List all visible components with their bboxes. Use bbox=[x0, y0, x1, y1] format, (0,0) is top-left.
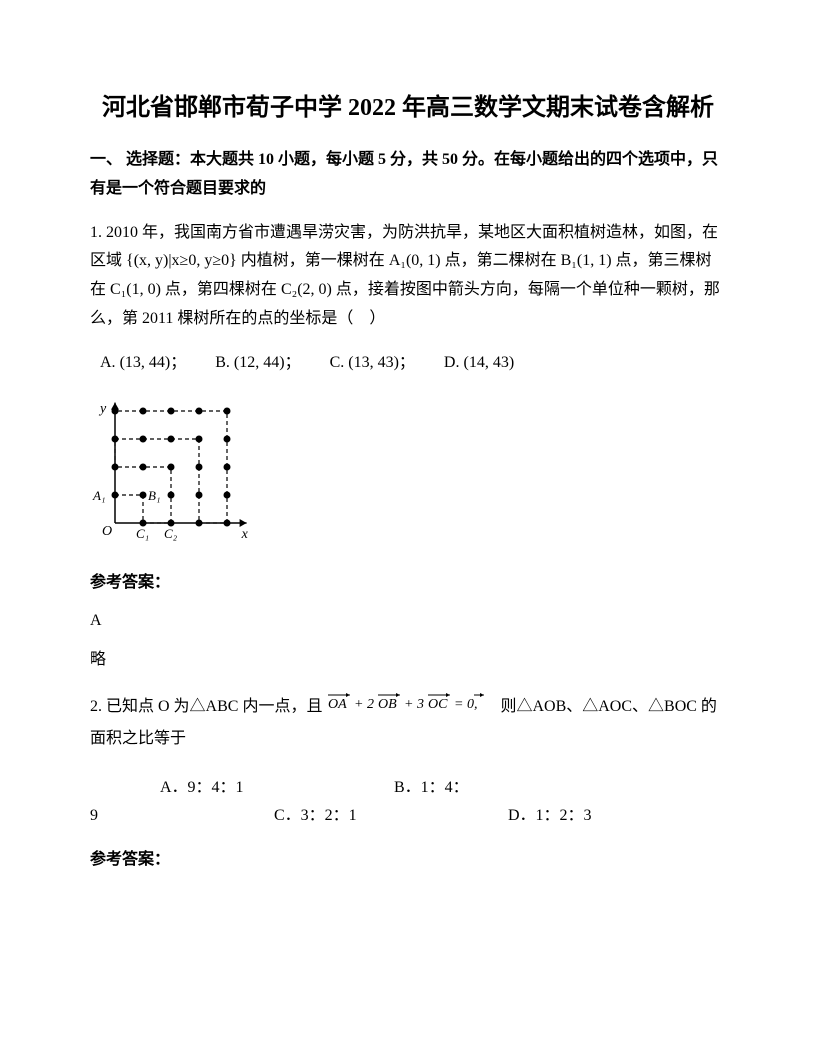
q2-formula: OA + 2 OB + 3 OC = 0, bbox=[326, 690, 496, 725]
q1-coordinate-graph: Ox y A₁ B₁ C₁ C₂ bbox=[90, 393, 726, 554]
exam-title: 河北省邯郸市荀子中学 2022 年高三数学文期末试卷含解析 bbox=[90, 90, 726, 126]
q1-options: A. (13, 44)； B. (12, 44)； C. (13, 43)； D… bbox=[90, 349, 726, 378]
q1-text-3: 点，第二棵树在 bbox=[445, 252, 561, 269]
svg-text:= 0,: = 0, bbox=[454, 697, 477, 712]
q1-opt-a-val: (13, 44) bbox=[120, 349, 171, 378]
q1-answer-label: 参考答案： bbox=[90, 569, 726, 598]
q2-answer-label: 参考答案： bbox=[90, 846, 726, 875]
q1-point-c1: C₁(1, 0) bbox=[110, 276, 161, 305]
svg-text:+ 2: + 2 bbox=[354, 697, 374, 712]
q1-region: {(x, y)|x≥0, y≥0} bbox=[126, 247, 237, 276]
q1-text-5: 点，第四棵树在 bbox=[165, 281, 281, 298]
svg-text:x: x bbox=[241, 527, 249, 542]
q2-options: A．9：4：1 B．1：4： 9 C．3：2：1 D．1：2：3 bbox=[90, 774, 726, 832]
svg-text:y: y bbox=[98, 401, 107, 416]
q2-option-c: C．3：2：1 bbox=[274, 802, 504, 831]
question-1: 1. 2010 年，我国南方省市遭遇旱涝灾害，为防洪抗旱，某地区大面积植树造林，… bbox=[90, 219, 726, 334]
q1-point-a1: A₁(0, 1) bbox=[389, 247, 441, 276]
q1-opt-c-val: (13, 43) bbox=[348, 349, 399, 378]
svg-text:O: O bbox=[102, 524, 112, 539]
q1-option-d: D. (14, 43) bbox=[444, 349, 514, 378]
q1-explain: 略 bbox=[90, 646, 726, 675]
q1-opt-b-val: (12, 44) bbox=[234, 349, 285, 378]
q1-option-c: C. (13, 43)； bbox=[330, 349, 415, 378]
q1-option-b: B. (12, 44)； bbox=[215, 349, 300, 378]
q2-option-b: B．1：4： bbox=[394, 774, 469, 803]
section-1-header: 一、 选择题：本大题共 10 小题，每小题 5 分，共 50 分。在每小题给出的… bbox=[90, 146, 726, 204]
q1-opt-d-val: (14, 43) bbox=[463, 349, 514, 378]
graph-svg: Ox y A₁ B₁ C₁ C₂ bbox=[90, 393, 270, 543]
q2-text-1: 2. 已知点 O 为△ABC 内一点，且 bbox=[90, 698, 326, 715]
svg-text:OC: OC bbox=[428, 697, 448, 712]
svg-text:C₂: C₂ bbox=[164, 526, 178, 541]
svg-text:C₁: C₁ bbox=[136, 526, 149, 541]
q2-option-b-cont: 9 bbox=[90, 802, 270, 831]
q1-text-2: 内植树，第一棵树在 bbox=[241, 252, 389, 269]
svg-text:OA: OA bbox=[328, 697, 347, 712]
q1-point-b1: B₁(1, 1) bbox=[561, 247, 612, 276]
svg-text:B₁: B₁ bbox=[148, 488, 160, 503]
q1-option-a: A. (13, 44)； bbox=[100, 349, 186, 378]
question-2: 2. 已知点 O 为△ABC 内一点，且 OA + 2 OB + 3 OC = … bbox=[90, 690, 726, 754]
q2-option-d: D．1：2：3 bbox=[508, 802, 592, 831]
q2-option-a: A．9：4：1 bbox=[160, 774, 390, 803]
q1-answer: A bbox=[90, 607, 726, 636]
svg-text:OB: OB bbox=[378, 697, 397, 712]
vector-formula-svg: OA + 2 OB + 3 OC = 0, bbox=[326, 690, 496, 714]
svg-text:+ 3: + 3 bbox=[404, 697, 424, 712]
svg-text:A₁: A₁ bbox=[92, 488, 105, 503]
q1-point-c2: C₂(2, 0) bbox=[281, 276, 332, 305]
